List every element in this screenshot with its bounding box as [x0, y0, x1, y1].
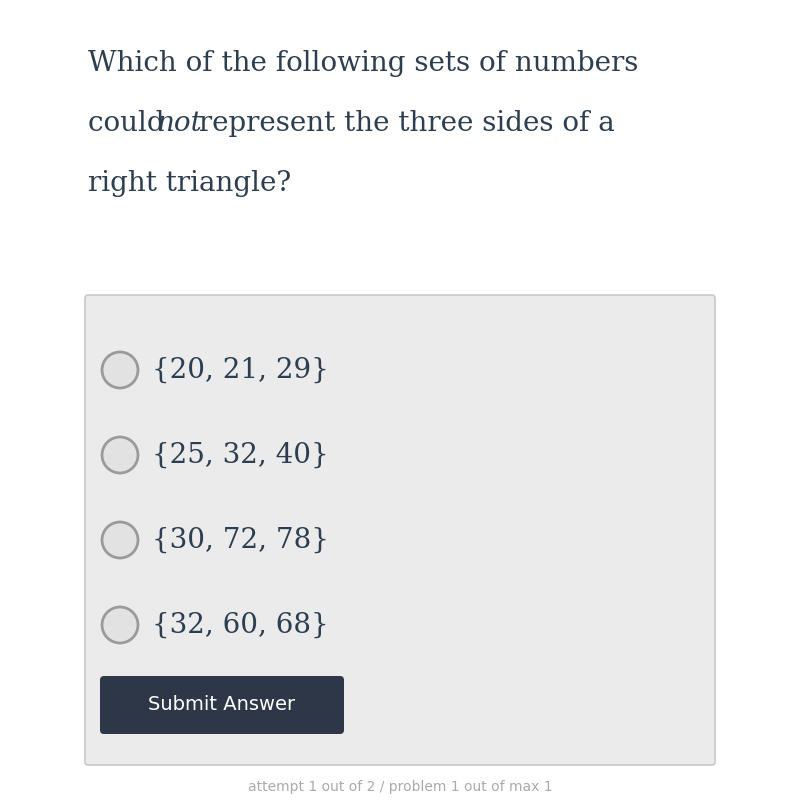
Circle shape	[102, 352, 138, 388]
Text: {20, 21, 29}: {20, 21, 29}	[152, 356, 329, 384]
Text: represent the three sides of a: represent the three sides of a	[190, 110, 614, 137]
Text: attempt 1 out of 2 / problem 1 out of max 1: attempt 1 out of 2 / problem 1 out of ma…	[248, 780, 552, 794]
Circle shape	[102, 437, 138, 473]
FancyBboxPatch shape	[100, 676, 344, 734]
Text: could: could	[88, 110, 174, 137]
Text: Which of the following sets of numbers: Which of the following sets of numbers	[88, 50, 638, 77]
Circle shape	[102, 607, 138, 643]
Text: {32, 60, 68}: {32, 60, 68}	[152, 611, 329, 638]
Text: {25, 32, 40}: {25, 32, 40}	[152, 441, 329, 469]
Text: Submit Answer: Submit Answer	[149, 695, 295, 714]
Text: {30, 72, 78}: {30, 72, 78}	[152, 526, 329, 553]
FancyBboxPatch shape	[85, 295, 715, 765]
Text: right triangle?: right triangle?	[88, 170, 291, 197]
Text: not: not	[156, 110, 202, 137]
Circle shape	[102, 522, 138, 558]
